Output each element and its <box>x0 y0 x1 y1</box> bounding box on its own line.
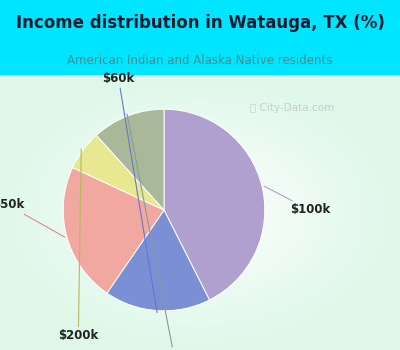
Text: $60k: $60k <box>102 72 157 313</box>
Text: ⓘ City-Data.com: ⓘ City-Data.com <box>250 103 334 113</box>
Wedge shape <box>164 109 265 300</box>
Text: $125k: $125k <box>127 114 194 350</box>
Text: $100k: $100k <box>264 186 330 217</box>
Text: American Indian and Alaska Native residents: American Indian and Alaska Native reside… <box>67 54 333 67</box>
Wedge shape <box>72 135 164 210</box>
Wedge shape <box>107 210 210 311</box>
Text: $200k: $200k <box>58 149 98 343</box>
Wedge shape <box>63 168 164 293</box>
Text: $50k: $50k <box>0 198 65 237</box>
Wedge shape <box>96 109 164 210</box>
Text: Income distribution in Watauga, TX (%): Income distribution in Watauga, TX (%) <box>16 14 384 32</box>
